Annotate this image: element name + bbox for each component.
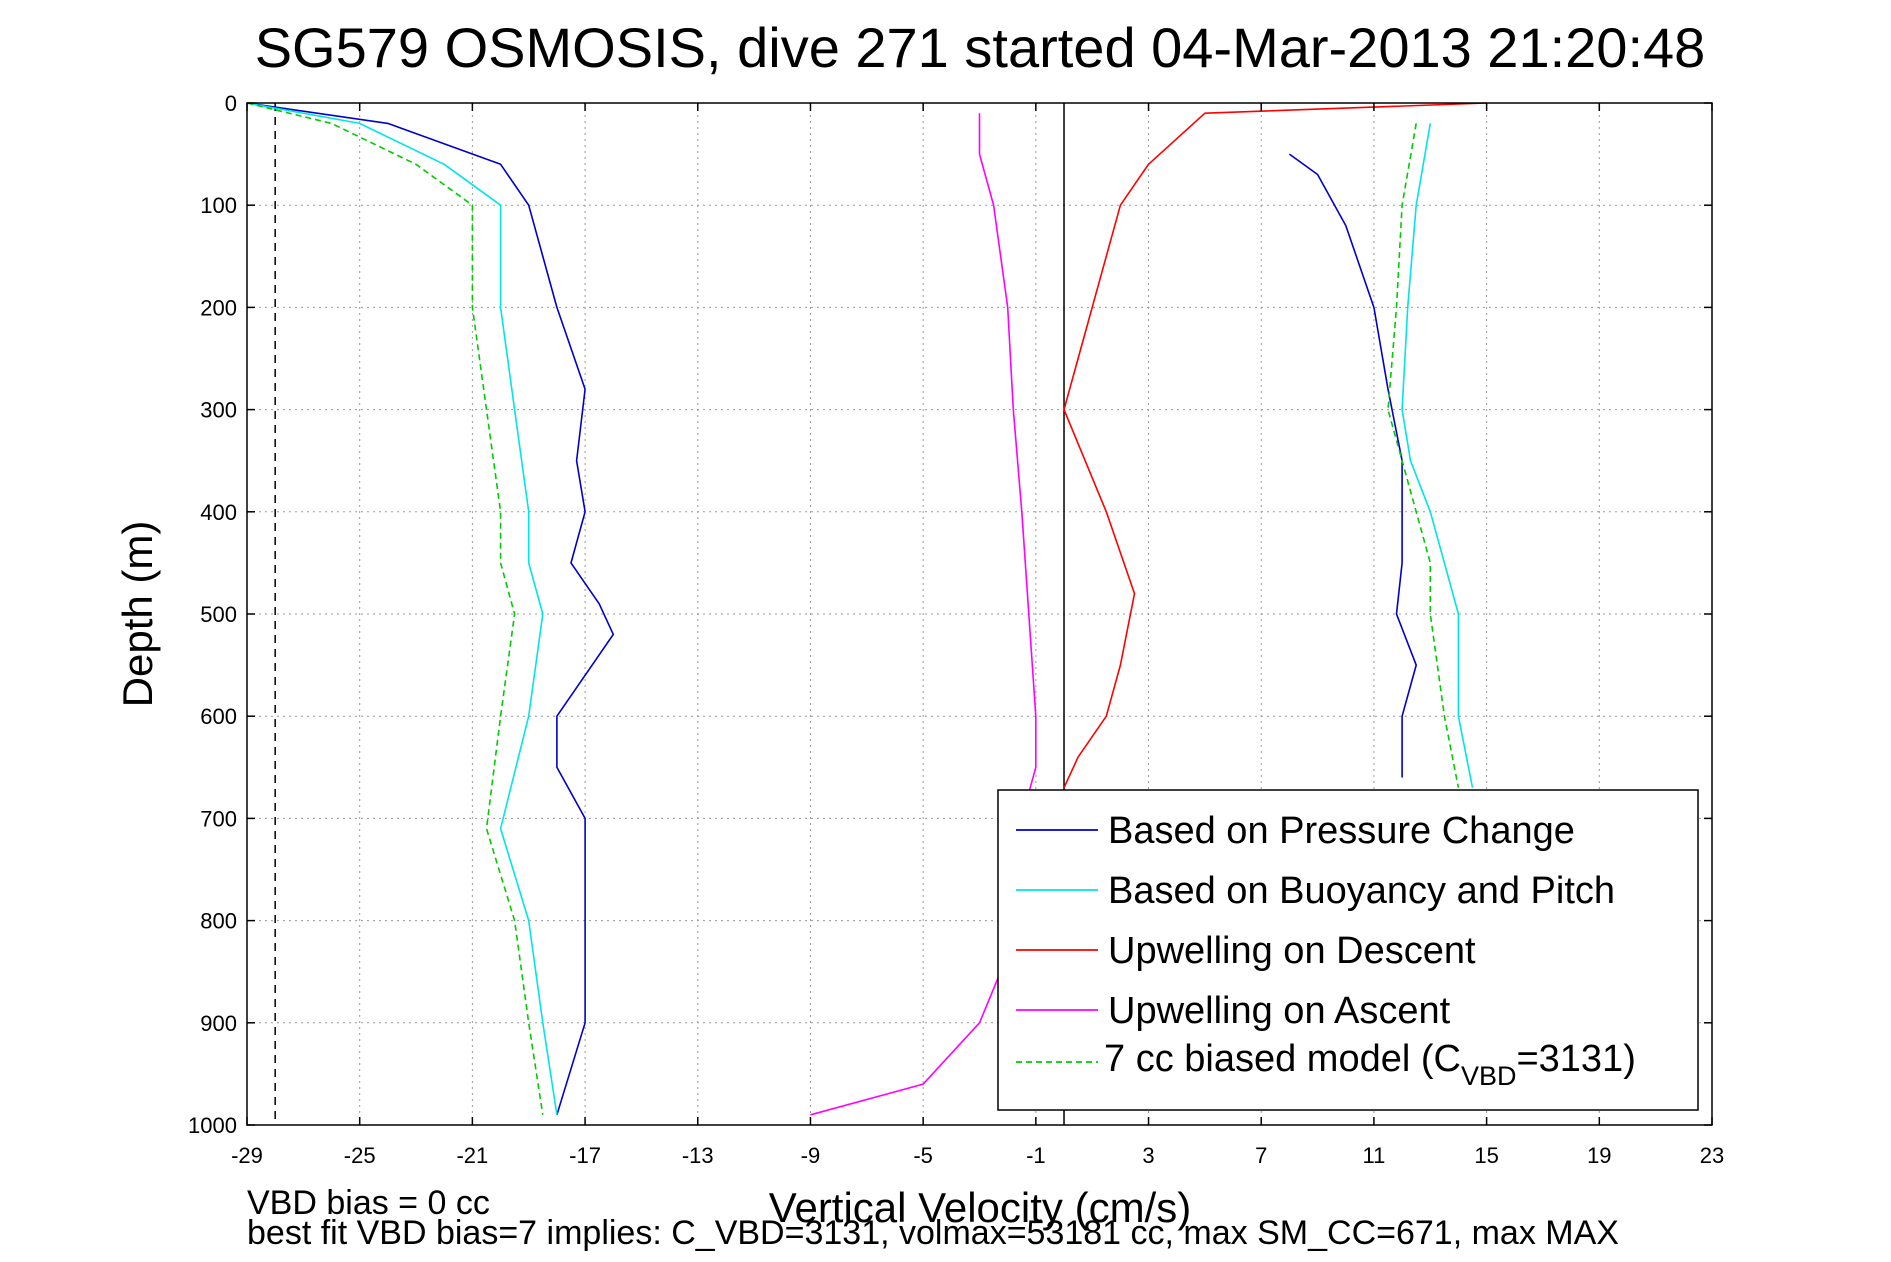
x-axis-label: Vertical Velocity (cm/s) (769, 1184, 1191, 1231)
legend-label-buoyancy: Based on Buoyancy and Pitch (1108, 870, 1615, 912)
legend-box (997, 789, 1699, 1111)
x-tick-label: 15 (1474, 1143, 1498, 1168)
series-line-0 (246, 102, 615, 1116)
legend-label-pressure: Based on Pressure Change (1108, 810, 1575, 852)
y-tick-label: 600 (200, 704, 237, 729)
chart-title: SG579 OSMOSIS, dive 271 started 04-Mar-2… (255, 16, 1706, 79)
series-line-4 (246, 102, 544, 1115)
series-line-2 (1063, 102, 1487, 789)
x-tick-label: 11 (1363, 1143, 1386, 1168)
y-tick-label: 700 (200, 806, 237, 831)
y-axis-ticks: 0 100 200 300 400 500 600 700 800 900 1000 (188, 91, 1712, 1138)
y-tick-label: 100 (200, 193, 237, 218)
x-tick-label: -17 (569, 1143, 601, 1168)
y-tick-label: 800 (200, 909, 237, 934)
legend-label-ascent: Upwelling on Ascent (1108, 990, 1451, 1032)
grid-lines (247, 103, 1712, 1125)
series-line-0 (1288, 153, 1417, 778)
legend-model-suffix: =3131) (1516, 1038, 1635, 1080)
y-tick-label: 0 (225, 91, 237, 116)
x-tick-label: -5 (913, 1143, 933, 1168)
series-line-3 (810, 113, 1037, 1116)
x-tick-label: -1 (1026, 1143, 1046, 1168)
vbd-bias-note: VBD bias = 0 cc (247, 1184, 490, 1222)
x-axis-ticks: -29 -25 -21 -17 -13 -9 -5 -1 3 7 11 15 19 23 (231, 103, 1724, 1168)
x-tick-label: -25 (344, 1143, 376, 1168)
series-line-1 (1401, 123, 1474, 788)
series-layer (246, 102, 1487, 1116)
x-tick-label: -13 (682, 1143, 714, 1168)
reference-lines (274, 103, 1065, 1125)
y-tick-label: 400 (200, 500, 237, 525)
y-tick-label: 500 (200, 602, 237, 627)
legend-model-prefix: 7 cc biased model (C (1104, 1038, 1461, 1080)
series-line-1 (246, 102, 558, 1115)
x-tick-label: -9 (801, 1143, 821, 1168)
legend: Based on Pressure Change Based on Buoyan… (997, 789, 1699, 1111)
y-tick-label: 300 (200, 398, 237, 423)
legend-model-subscript: VBD (1461, 1061, 1517, 1091)
y-tick-label: 1000 (188, 1113, 237, 1138)
x-tick-label: 23 (1700, 1143, 1724, 1168)
x-tick-label: 19 (1587, 1143, 1611, 1168)
legend-label-descent: Upwelling on Descent (1108, 930, 1476, 972)
legend-label-model: 7 cc biased model (CVBD=3131) (1104, 1038, 1636, 1091)
x-tick-label: -21 (456, 1143, 488, 1168)
y-axis-label: Depth (m) (114, 521, 161, 708)
y-tick-label: 200 (200, 295, 237, 320)
x-tick-label: -29 (231, 1143, 263, 1168)
y-tick-label: 900 (200, 1011, 237, 1036)
best-fit-note: best fit VBD bias=7 implies: C_VBD=3131,… (247, 1214, 1619, 1252)
x-tick-label: 3 (1142, 1143, 1154, 1168)
x-tick-label: 7 (1255, 1143, 1267, 1168)
series-line-4 (1387, 123, 1460, 788)
